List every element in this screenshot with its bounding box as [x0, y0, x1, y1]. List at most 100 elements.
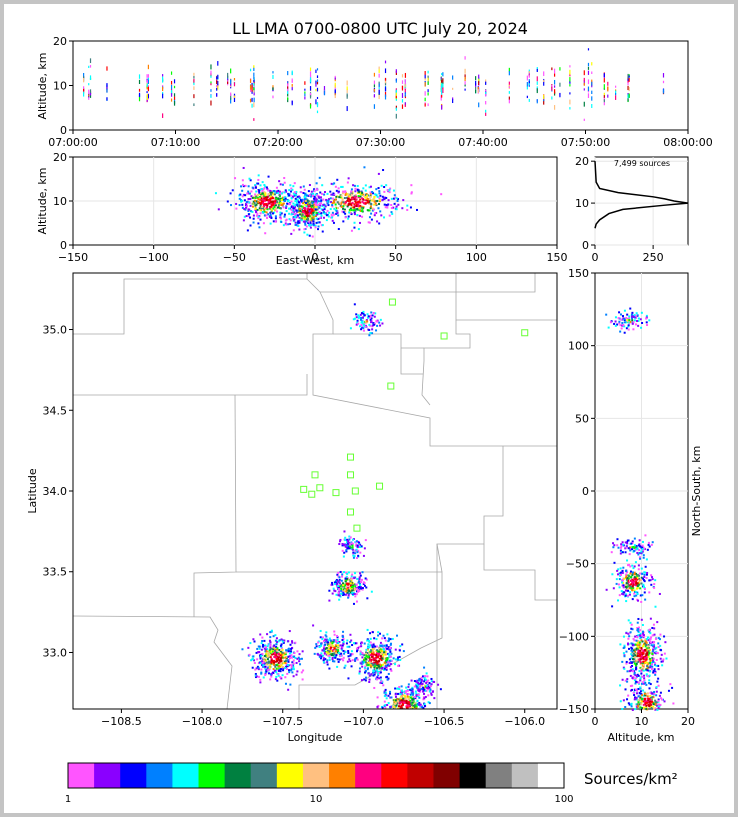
ns-source-mark — [631, 628, 634, 631]
map-source-mark — [364, 676, 367, 679]
map-source-mark — [430, 692, 433, 695]
ns-source-mark — [619, 549, 622, 552]
map-source-mark — [416, 715, 418, 717]
time-source-mark — [88, 83, 90, 86]
time-source-mark — [249, 78, 252, 83]
ns-source-mark — [648, 545, 651, 548]
time-source-mark — [508, 99, 510, 104]
map-source-mark — [370, 658, 373, 661]
map-source-mark — [407, 711, 409, 713]
ew-source-mark — [252, 214, 255, 217]
map-source-mark — [358, 541, 361, 544]
ns-source-mark — [624, 541, 627, 544]
ns-source-mark — [609, 321, 612, 324]
ns-source-mark — [638, 641, 641, 644]
ew-source-mark — [353, 226, 356, 229]
map-source-mark — [277, 662, 280, 665]
ns-source-mark — [646, 647, 649, 650]
time-source-mark — [628, 75, 630, 78]
map-source-mark — [321, 649, 324, 652]
ns-source-mark — [659, 691, 662, 694]
ew-source-mark — [266, 204, 269, 207]
time-source-mark — [569, 92, 571, 95]
map-source-mark — [342, 640, 345, 643]
ew-source-mark — [313, 188, 316, 191]
map-source-mark — [378, 647, 381, 650]
map-source-mark — [278, 661, 281, 664]
ew-source-mark — [383, 196, 386, 199]
map-source-mark — [384, 659, 387, 662]
map-source-mark — [371, 644, 374, 647]
ew-source-mark — [277, 189, 280, 192]
ns-source-mark — [636, 592, 639, 595]
map-source-mark — [383, 700, 386, 703]
ns-source-mark — [635, 647, 638, 650]
map-source-mark — [355, 647, 358, 650]
ew-source-mark — [315, 211, 318, 214]
map-source-mark — [375, 654, 378, 657]
time-source-mark — [627, 73, 629, 79]
time-source-mark — [378, 89, 380, 95]
time-source-mark — [146, 83, 148, 88]
ew-source-mark — [269, 211, 272, 214]
map-source-mark — [358, 670, 361, 673]
ns-source-mark — [651, 657, 654, 660]
time-source-mark — [309, 67, 312, 72]
ew-source-mark — [341, 210, 344, 213]
map-source-mark — [257, 651, 260, 654]
map-source-mark — [427, 701, 430, 704]
map-source-mark — [354, 544, 357, 547]
ns-source-mark — [626, 577, 629, 580]
time-source-mark — [478, 74, 480, 79]
map-source-mark — [401, 707, 404, 709]
ns-source-mark — [639, 557, 642, 560]
time-source-mark — [404, 82, 406, 88]
ew-source-mark — [346, 193, 349, 196]
time-source-mark — [373, 94, 376, 98]
map-source-mark — [262, 661, 265, 664]
map-source-mark — [382, 646, 385, 649]
time-source-mark — [147, 94, 150, 99]
map-source-mark — [418, 711, 420, 713]
ew-source-mark — [320, 224, 323, 227]
ew-source-mark — [350, 190, 353, 193]
map-source-mark — [360, 642, 363, 645]
map-source-mark — [359, 652, 362, 655]
ns-source-mark — [630, 703, 633, 706]
ns-source-mark — [637, 617, 640, 620]
map-source-mark — [416, 699, 419, 702]
time-source-mark — [146, 80, 148, 84]
time-source-mark — [508, 67, 510, 72]
map-source-mark — [361, 652, 364, 655]
map-source-mark — [270, 672, 273, 675]
map-source-mark — [410, 719, 412, 721]
map-source-mark — [366, 628, 369, 631]
map-source-mark — [300, 671, 303, 674]
ew-source-mark — [298, 221, 301, 224]
map-source-mark — [403, 711, 405, 713]
ew-source-mark — [252, 200, 255, 203]
map-source-mark — [409, 717, 411, 719]
time-source-mark — [249, 85, 252, 90]
map-source-mark — [407, 702, 410, 705]
time-source-mark — [162, 93, 164, 99]
figure-frame: LL LMA 0700-0800 UTC July 20, 2024 Altit… — [4, 4, 734, 813]
map-source-mark — [396, 716, 398, 718]
ew-source-mark — [337, 187, 340, 190]
map-source-mark — [290, 665, 293, 668]
time-source-mark — [251, 89, 253, 94]
ew-source-mark — [289, 203, 292, 206]
ns-source-mark — [635, 703, 638, 706]
ns-source-mark — [637, 320, 640, 323]
ew-source-mark — [290, 197, 293, 200]
time-source-mark — [427, 75, 429, 80]
map-source-mark — [334, 639, 337, 642]
map-source-mark — [319, 629, 322, 632]
time-source-mark — [440, 95, 442, 101]
ns-source-mark — [652, 648, 655, 651]
map-source-mark — [383, 644, 386, 647]
ns-source-mark — [643, 706, 646, 709]
ew-source-mark — [362, 202, 365, 205]
ew-source-mark — [274, 204, 277, 207]
time-source-mark — [251, 103, 253, 108]
